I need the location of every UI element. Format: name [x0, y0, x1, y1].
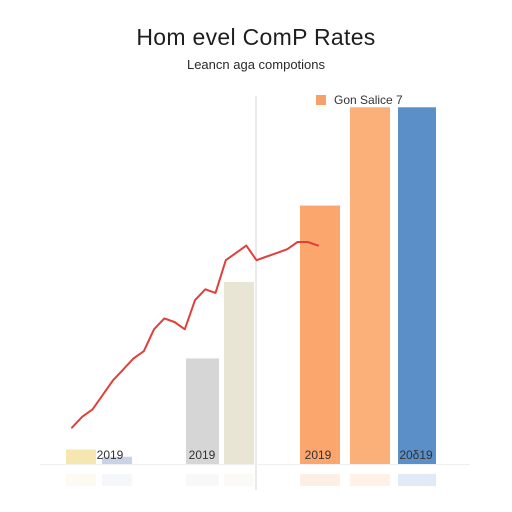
bar-3 [186, 358, 219, 464]
bar-reflection-2 [102, 474, 132, 486]
bar-7 [398, 107, 436, 464]
bar-reflection-5 [300, 474, 340, 486]
bar-reflection-6 [350, 474, 390, 486]
bar-5 [300, 205, 340, 464]
bar-reflection-7 [398, 474, 436, 486]
bar-4 [224, 282, 254, 464]
bar-reflection-3 [186, 474, 219, 486]
x-tick-label-1: 2019 [97, 448, 124, 462]
chart-subtitle: Leancn aga compotions [186, 57, 326, 72]
chart-title: Hom evel ComP Rates [136, 24, 376, 50]
bar-6 [350, 107, 390, 464]
legend: Gon Salice 7 [316, 93, 403, 107]
bar-reflection-4 [224, 474, 254, 486]
bar-reflection-1 [66, 474, 96, 486]
x-tick-label-4: 20δ19 [399, 448, 433, 462]
bar-2 [102, 456, 132, 464]
legend-swatch [316, 95, 326, 105]
trend-line [71, 241, 319, 429]
legend-label: Gon Salice 7 [334, 93, 403, 107]
x-tick-label-2: 2019 [189, 448, 216, 462]
x-tick-label-3: 2019 [305, 448, 332, 462]
bar-1 [66, 449, 96, 464]
